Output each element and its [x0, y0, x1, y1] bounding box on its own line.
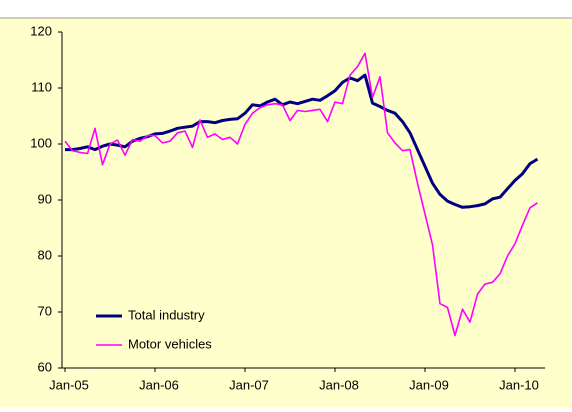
y-tick-label: 100	[30, 135, 52, 150]
legend-label: Motor vehicles	[128, 336, 212, 351]
x-tick-label: Jan-08	[319, 377, 359, 392]
y-tick-label: 120	[30, 23, 52, 38]
y-tick-label: 80	[38, 247, 52, 262]
y-tick-label: 70	[38, 303, 52, 318]
y-tick-label: 110	[31, 79, 52, 94]
x-tick-label: Jan-07	[229, 377, 269, 392]
top-strip	[0, 0, 572, 18]
x-tick-label: Jan-10	[499, 377, 539, 392]
x-tick-label: Jan-09	[409, 377, 449, 392]
x-tick-label: Jan-05	[49, 377, 89, 392]
y-tick-label: 60	[38, 359, 52, 374]
legend-label: Total industry	[128, 307, 205, 322]
y-tick-label: 90	[38, 191, 52, 206]
line-series	[64, 52, 538, 337]
x-tick-label: Jan-06	[139, 377, 179, 392]
